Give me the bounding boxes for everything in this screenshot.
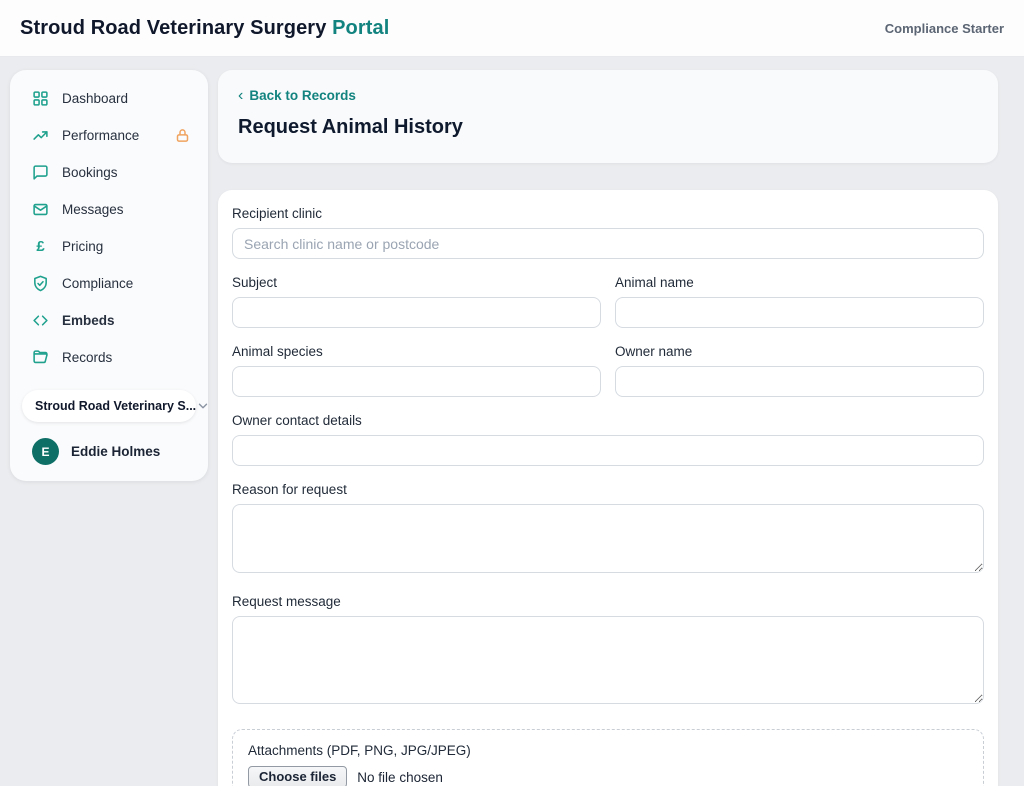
back-to-records-link[interactable]: ‹ Back to Records [238,87,356,104]
layout: Dashboard Performance Bookings Messages [0,57,1024,786]
sidebar-item-label: Performance [62,128,140,143]
owner-contact-input[interactable] [232,435,984,466]
chevron-down-icon [196,399,210,413]
sidebar-item-label: Embeds [62,313,115,328]
user-menu[interactable]: E Eddie Holmes [10,428,208,467]
sidebar: Dashboard Performance Bookings Messages [10,70,208,481]
messages-icon [32,201,49,218]
sidebar-item-dashboard[interactable]: Dashboard [10,80,208,117]
brand-accent: Portal [332,16,390,39]
message-field: Request message [232,594,984,709]
page-header-card: ‹ Back to Records Request Animal History [218,70,998,163]
reason-textarea[interactable] [232,504,984,573]
chevron-left-icon: ‹ [238,87,244,104]
no-file-chosen-text: No file chosen [357,769,443,785]
subject-field: Subject [232,275,601,328]
sidebar-item-label: Messages [62,202,124,217]
attachments-label: Attachments (PDF, PNG, JPG/JPEG) [248,743,471,758]
back-link-label: Back to Records [249,88,356,103]
sidebar-item-messages[interactable]: Messages [10,191,208,228]
owner-contact-field: Owner contact details [232,413,984,466]
sidebar-item-pricing[interactable]: £ Pricing [10,228,208,265]
attachments-dropzone: Attachments (PDF, PNG, JPG/JPEG) Choose … [232,729,984,786]
dashboard-icon [32,90,49,107]
sidebar-item-compliance[interactable]: Compliance [10,265,208,302]
sidebar-item-performance[interactable]: Performance [10,117,208,154]
sidebar-item-embeds[interactable]: Embeds [10,302,208,339]
animal-name-input[interactable] [615,297,984,328]
performance-icon [32,127,49,144]
app-title: Stroud Road Veterinary Surgery Portal [20,17,389,40]
main-content: ‹ Back to Records Request Animal History… [218,70,998,786]
sidebar-item-label: Dashboard [62,91,129,106]
subject-input[interactable] [232,297,601,328]
sidebar-item-label: Bookings [62,165,118,180]
animal-species-input[interactable] [232,366,601,397]
sidebar-item-label: Pricing [62,239,104,254]
compliance-icon [32,275,49,292]
reason-field: Reason for request [232,482,984,578]
recipient-clinic-input[interactable] [232,228,984,259]
sidebar-item-label: Records [62,350,113,365]
records-icon [32,349,49,366]
animal-species-label: Animal species [232,344,323,359]
message-textarea[interactable] [232,616,984,704]
owner-name-field: Owner name [615,344,984,397]
recipient-clinic-field: Recipient clinic [232,206,984,259]
plan-badge: Compliance Starter [884,20,1004,36]
choose-files-button[interactable]: Choose files [248,766,348,786]
sidebar-item-records[interactable]: Records [10,339,208,376]
request-form-card: Recipient clinic Subject Animal name Ani… [218,190,998,786]
recipient-clinic-label: Recipient clinic [232,206,323,221]
message-label: Request message [232,594,341,609]
animal-name-field: Animal name [615,275,984,328]
sidebar-item-bookings[interactable]: Bookings [10,154,208,191]
embeds-icon [32,312,49,329]
clinic-selector-label: Stroud Road Veterinary S... [35,399,197,413]
owner-name-input[interactable] [615,366,984,397]
reason-label: Reason for request [232,482,347,497]
lock-icon [175,128,190,143]
user-name: Eddie Holmes [71,444,161,459]
bookings-icon [32,164,49,181]
top-header: Stroud Road Veterinary Surgery Portal Co… [0,0,1024,57]
pricing-icon: £ [36,238,45,255]
brand-name: Stroud Road Veterinary Surgery [20,16,327,39]
clinic-selector[interactable]: Stroud Road Veterinary S... [22,390,208,422]
subject-label: Subject [232,275,278,290]
avatar: E [32,438,59,465]
owner-name-label: Owner name [615,344,693,359]
page-title: Request Animal History [238,116,463,138]
owner-contact-label: Owner contact details [232,413,362,428]
sidebar-item-label: Compliance [62,276,134,291]
animal-name-label: Animal name [615,275,694,290]
animal-species-field: Animal species [232,344,601,397]
